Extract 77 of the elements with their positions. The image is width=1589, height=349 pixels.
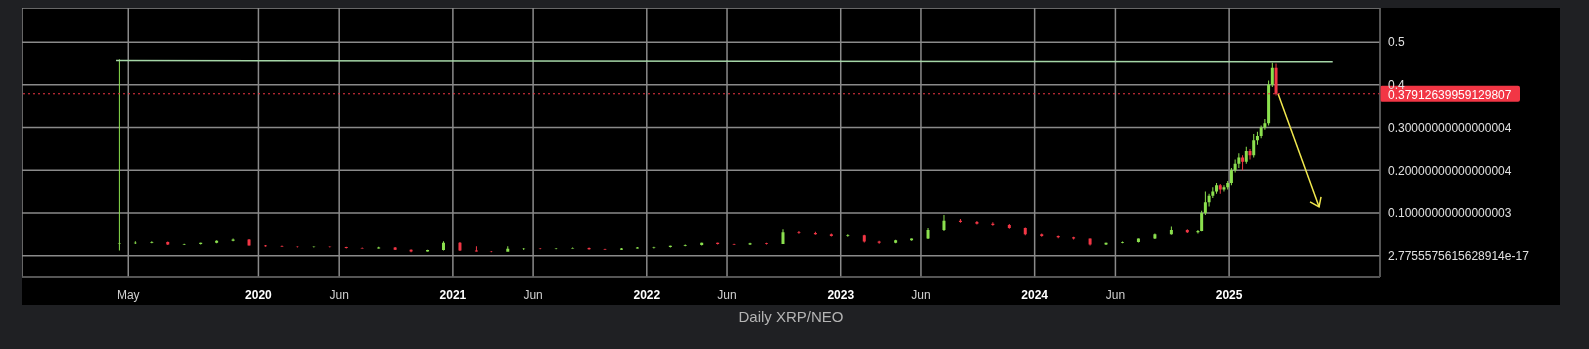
candlestick <box>1255 131 1259 145</box>
candlestick <box>1200 210 1204 232</box>
candlestick <box>150 241 154 244</box>
y-tick-label: 0.20000000000000004 <box>1388 163 1512 178</box>
x-tick-label: Jun <box>911 288 931 302</box>
candlestick <box>344 246 348 249</box>
candlestick <box>1203 191 1207 216</box>
candlestick <box>748 242 752 245</box>
x-tick-label: May <box>116 288 140 302</box>
candlestick <box>1229 168 1233 186</box>
candlestick <box>1222 185 1226 192</box>
candlestick <box>1072 236 1076 240</box>
candlestick <box>942 215 946 231</box>
candlestick <box>1104 242 1108 245</box>
candlestick <box>829 233 833 237</box>
candlestick <box>765 242 769 245</box>
candlestick <box>975 221 979 225</box>
candlestick <box>603 248 607 251</box>
x-tick-label: 2023 <box>827 288 855 302</box>
candlestick <box>215 240 219 244</box>
candlestick <box>1169 226 1173 235</box>
candlestick <box>991 222 995 226</box>
candlestick <box>1248 148 1252 160</box>
candlestick <box>1088 238 1092 246</box>
candlestick <box>1244 146 1248 164</box>
candlestick <box>280 245 284 248</box>
x-tick-label: Jun <box>329 288 349 302</box>
candlestick <box>668 245 672 248</box>
candlestick <box>1153 233 1157 239</box>
y-tick-label: 2.7755575615628914e-17 <box>1388 248 1530 263</box>
candlestick <box>619 247 623 251</box>
candlestick <box>716 242 720 245</box>
candlestick <box>894 239 898 244</box>
x-tick-label: Jun <box>717 288 737 302</box>
y-tick-label: 0.10000000000000003 <box>1388 206 1512 221</box>
candlestick <box>1270 62 1274 87</box>
candlestick <box>1237 153 1241 169</box>
candlestick <box>1267 80 1271 126</box>
candlestick <box>458 241 462 251</box>
x-tick-label: 2024 <box>1021 288 1049 302</box>
candlestick <box>393 247 397 251</box>
candlestick <box>1241 155 1245 171</box>
y-tick-label: 0.30000000000000004 <box>1388 120 1512 135</box>
candlestick <box>247 239 251 246</box>
candlestick <box>781 229 785 245</box>
y-tick-label: 0.5 <box>1388 35 1406 50</box>
x-tick-label: 2022 <box>633 288 661 302</box>
candlestick <box>166 241 170 245</box>
candlestick <box>1252 133 1256 158</box>
candlestick <box>1215 183 1219 194</box>
candlestick <box>199 242 203 245</box>
candlestick <box>862 234 866 243</box>
x-tick-label: Jun <box>523 288 543 302</box>
candlestick <box>958 218 962 223</box>
candlestick <box>683 244 687 247</box>
candlestick <box>797 230 801 234</box>
candlestick <box>846 234 850 237</box>
candlestick <box>441 241 445 251</box>
candlestick <box>1040 233 1044 237</box>
candlestick <box>1226 180 1230 190</box>
x-tick-label: 2025 <box>1215 288 1243 302</box>
candlestick <box>1218 183 1222 194</box>
candlestick <box>117 59 121 251</box>
candlestick <box>1023 227 1027 236</box>
candlestick <box>1120 241 1124 244</box>
candlestick <box>506 246 510 252</box>
x-tick-label: 2021 <box>439 288 467 302</box>
candlestick <box>1185 229 1189 234</box>
candlestick <box>700 242 704 246</box>
candlestick <box>1136 238 1140 243</box>
x-tick-label: 2020 <box>245 288 273 302</box>
candlestick <box>652 246 656 249</box>
candlestick <box>1007 224 1011 229</box>
candlestick <box>926 227 930 239</box>
text: Daily XRP/NEO <box>737 308 845 325</box>
candlestick <box>231 238 235 242</box>
x-tick-label: Jun <box>1105 288 1126 302</box>
